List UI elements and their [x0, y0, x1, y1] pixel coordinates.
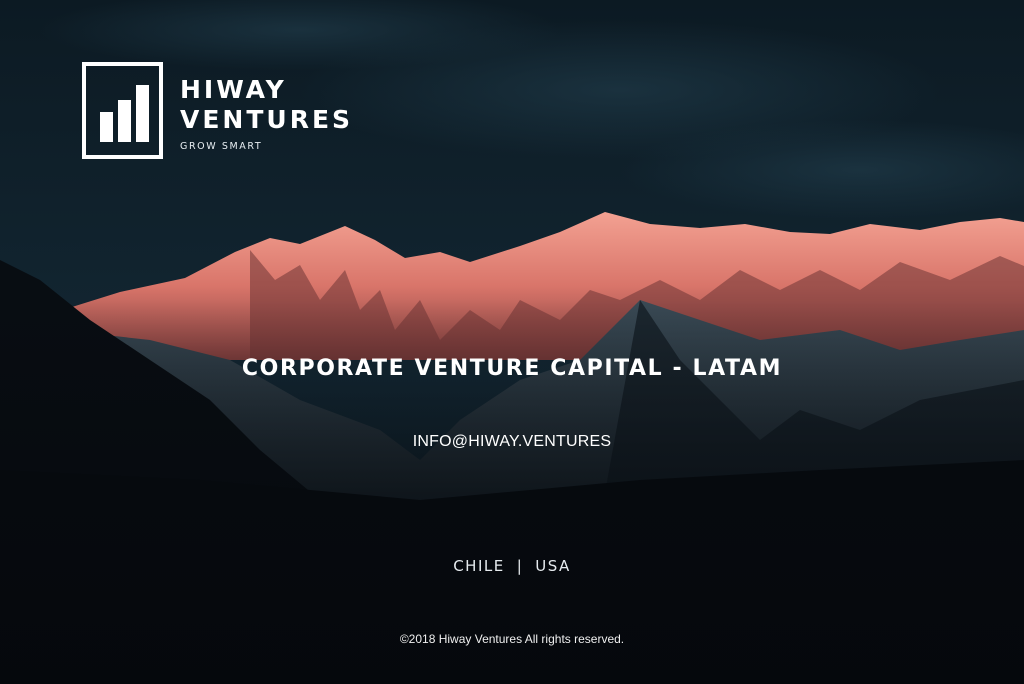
- bar-chart-logo-icon: [82, 62, 163, 159]
- location-chile: CHILE: [453, 557, 505, 575]
- hero-headline: CORPORATE VENTURE CAPITAL - LATAM: [241, 356, 783, 381]
- brand-name-line1: HIWAY: [180, 75, 287, 104]
- location-separator: |: [516, 557, 524, 575]
- contact-email-link[interactable]: INFO@HIWAY.VENTURES: [412, 433, 612, 450]
- logo-wordmark: HIWAY VENTURES GROW SMART: [180, 62, 353, 152]
- brand-tagline: GROW SMART: [180, 141, 263, 152]
- footer-copyright: ©2018 Hiway Ventures All rights reserved…: [399, 632, 625, 646]
- logo-bar-tall: [136, 85, 149, 142]
- locations-list: CHILE | USA: [0, 557, 1024, 575]
- logo-bar-short: [100, 112, 113, 142]
- brand-logo[interactable]: HIWAY VENTURES GROW SMART: [82, 62, 353, 159]
- logo-bar-medium: [118, 100, 131, 142]
- location-usa: USA: [535, 557, 571, 575]
- brand-name-line2: VENTURES: [180, 105, 354, 134]
